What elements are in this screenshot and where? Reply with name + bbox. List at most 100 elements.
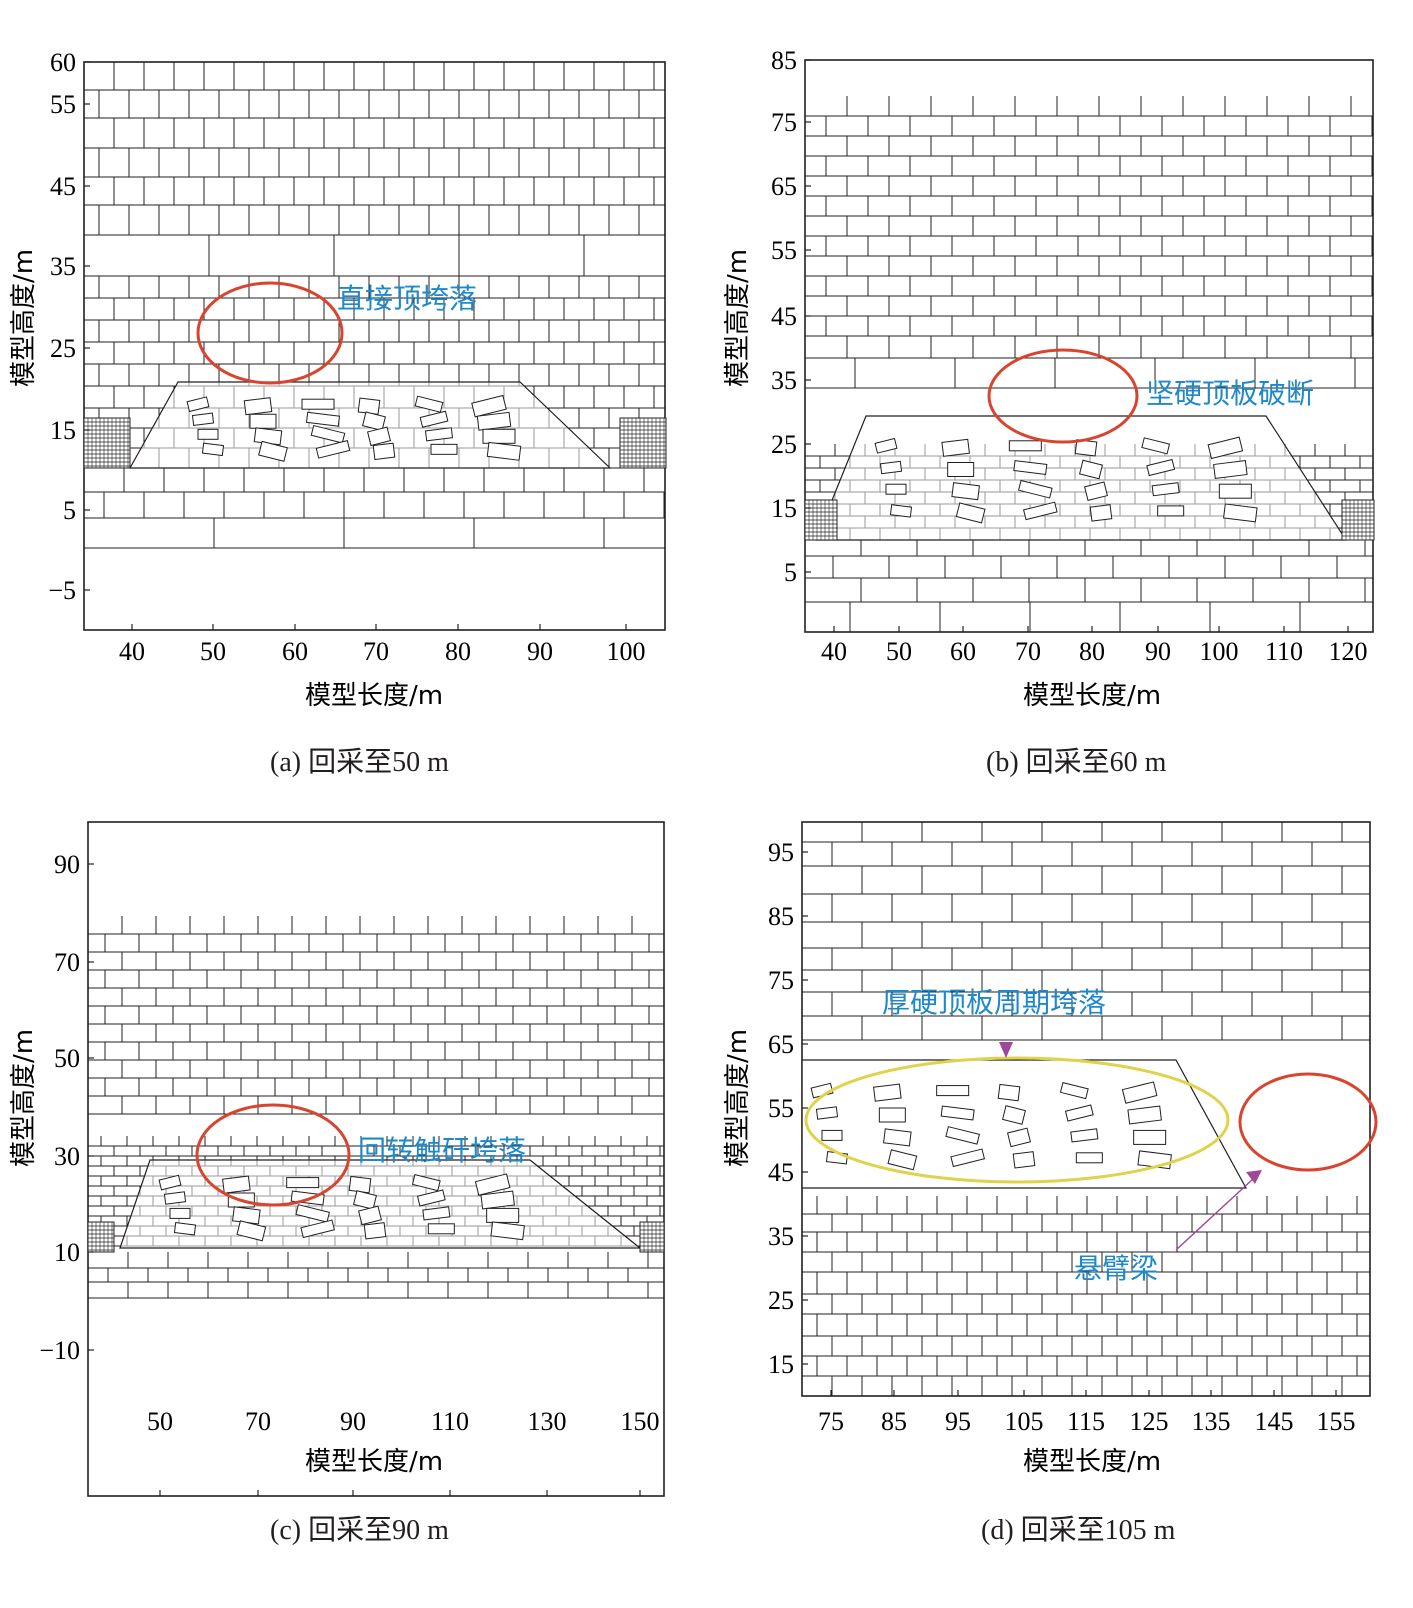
rubble-block <box>372 442 396 461</box>
rubble-block <box>352 1190 378 1210</box>
x-tick-label: 125 <box>1130 1407 1169 1436</box>
panel-d-annotation-2: 悬臂梁 <box>1074 1252 1158 1285</box>
y-tick-label: 15 <box>768 1350 794 1379</box>
panel-c-x-ticks: 50 70 90 110 130 150 <box>147 1407 660 1496</box>
rubble-block <box>357 1205 383 1226</box>
rubble-block <box>243 397 273 416</box>
y-tick-label: 45 <box>771 302 797 331</box>
panel-c-block-model <box>87 821 665 1497</box>
a-frame <box>83 61 666 631</box>
y-tick-label: 25 <box>771 430 797 459</box>
y-tick-label: 25 <box>768 1286 794 1315</box>
b-frame <box>804 59 1374 633</box>
panel-b-red-ellipse <box>987 348 1139 444</box>
rubble-block <box>821 1129 843 1141</box>
rubble-block <box>1001 1105 1027 1125</box>
rubble-block <box>997 1083 1021 1102</box>
rubble-block <box>158 1174 182 1191</box>
panel-a-plot: 60 55 45 35 25 15 5 −5 40 50 60 70 80 90 100 直接顶垮落 模型… <box>9 48 667 711</box>
panel-a-x-ticks: 40 50 60 70 80 90 100 <box>119 624 646 666</box>
rubble-block <box>363 1222 387 1240</box>
rubble-block <box>1064 1104 1094 1122</box>
rubble-block <box>419 410 449 428</box>
panel-d-arrow-2-head <box>1246 1170 1262 1184</box>
rubble-block <box>424 427 454 442</box>
x-tick-label: 80 <box>445 637 471 666</box>
y-tick-label: 15 <box>771 494 797 523</box>
y-tick-label: 5 <box>63 496 76 525</box>
y-tick-label: 55 <box>50 90 76 119</box>
rubble-block <box>1013 460 1048 475</box>
rubble-block <box>1121 1081 1158 1104</box>
panel-b-ylabel: 模型高度/m <box>723 249 753 387</box>
x-tick-label: 40 <box>119 637 145 666</box>
panel-a-ylabel: 模型高度/m <box>9 249 39 387</box>
rubble-block <box>315 440 351 459</box>
rubble-block <box>1089 504 1113 522</box>
rubble-block <box>480 1190 515 1210</box>
y-tick-label: 75 <box>771 108 797 137</box>
panel-c-caption: (c) 回采至90 m <box>270 1515 449 1546</box>
rubble-block <box>885 483 907 495</box>
coal-pillar <box>87 1221 115 1253</box>
panel-d-plot: 95 85 75 65 55 45 35 25 15 75 85 95 105 115 125 135 145… <box>723 821 1378 1477</box>
rubble-block <box>1022 501 1058 521</box>
rubble-block <box>471 394 507 418</box>
x-tick-label: 70 <box>245 1407 271 1436</box>
rubble-block <box>1078 459 1104 480</box>
x-tick-label: 70 <box>1015 637 1041 666</box>
panel-d-ylabel: 模型高度/m <box>723 1029 753 1167</box>
rubble-block <box>476 411 512 431</box>
rubble-block <box>258 440 288 462</box>
rubble-block <box>430 443 458 455</box>
rubble-block <box>366 426 392 447</box>
rubble-block <box>1006 1127 1032 1148</box>
panel-b: 85 75 65 55 45 35 25 15 5 40 50 60 70 80 90 100 110 120 … <box>706 0 1413 790</box>
rubble-block <box>815 1106 839 1120</box>
panel-d-yellow-ellipse <box>804 1056 1230 1184</box>
rubble-block <box>950 1148 986 1168</box>
x-tick-label: 50 <box>886 637 912 666</box>
y-tick-label: 55 <box>771 236 797 265</box>
rubble-block <box>889 504 913 518</box>
y-tick-label: 35 <box>50 252 76 281</box>
rubble-block <box>414 395 444 413</box>
panel-d-xlabel: 模型长度/m <box>1023 1447 1161 1477</box>
y-tick-label: 65 <box>771 172 797 201</box>
panel-b-y-ticks: 85 75 65 55 45 35 25 15 5 <box>771 46 811 587</box>
x-tick-label: 60 <box>950 637 976 666</box>
rubble-block <box>305 411 341 427</box>
rubble-block <box>173 1222 197 1236</box>
rubble-block <box>936 1085 970 1097</box>
x-tick-label: 85 <box>881 1407 907 1436</box>
y-tick-label: 35 <box>771 366 797 395</box>
rubble-block <box>1059 1081 1089 1100</box>
rubble-block <box>348 1175 372 1194</box>
x-tick-label: 115 <box>1067 1407 1105 1436</box>
panel-d-arrow-2-line <box>1175 1177 1255 1251</box>
x-tick-label: 75 <box>818 1407 844 1436</box>
rubble-block <box>1070 1128 1099 1143</box>
rubble-block <box>411 1173 441 1192</box>
panel-a-annotation: 直接顶垮落 <box>337 282 477 315</box>
panel-c-xlabel: 模型长度/m <box>305 1447 443 1477</box>
panel-d-x-ticks: 75 85 95 105 115 125 135 145 155 <box>818 1390 1356 1436</box>
panel-a-xlabel: 模型长度/m <box>305 681 443 711</box>
rubble-block <box>1146 458 1176 477</box>
panel-a-red-ellipse <box>196 281 344 385</box>
y-tick-label: 60 <box>50 48 76 77</box>
panel-a-y-ticks: 60 55 45 35 25 15 5 −5 <box>48 48 90 605</box>
y-tick-label: 95 <box>768 838 794 867</box>
y-tick-label: 5 <box>784 558 797 587</box>
rubble-block <box>1213 460 1248 479</box>
y-tick-label: −10 <box>39 1336 80 1365</box>
x-tick-label: 150 <box>621 1407 660 1436</box>
rubble-block <box>951 482 980 501</box>
rubble-block <box>1223 503 1258 523</box>
rubble-block <box>1157 505 1185 517</box>
rubble-block <box>201 442 225 457</box>
rubble-block <box>416 1189 446 1207</box>
panel-c-red-ellipse <box>195 1103 351 1207</box>
panel-c-annotation: 回转触矸垮落 <box>358 1134 526 1167</box>
